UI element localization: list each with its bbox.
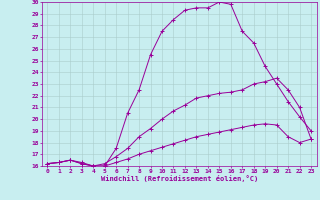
X-axis label: Windchill (Refroidissement éolien,°C): Windchill (Refroidissement éolien,°C)	[100, 175, 258, 182]
